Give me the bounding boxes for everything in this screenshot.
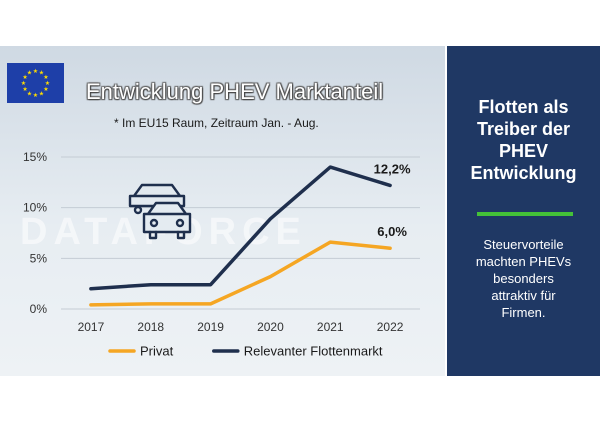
x-tick-label: 2017 <box>78 320 105 334</box>
sidebar-text-line: Steuervorteile <box>483 237 564 252</box>
sidebar-text-line: machten PHEVs <box>475 254 572 269</box>
chart-subtitle: * Im EU15 Raum, Zeitraum Jan. - Aug. <box>114 116 319 130</box>
sidebar-text: Steuervorteile machten PHEVs besonders a… <box>447 236 600 321</box>
sidebar-title-line: Entwicklung <box>470 163 577 183</box>
y-tick-label: 15% <box>23 150 47 164</box>
legend-label: Relevanter Flottenmarkt <box>244 344 383 359</box>
flag-star: ★ <box>39 70 44 77</box>
sidebar-title-line: Flotten als <box>478 97 569 117</box>
flag-star: ★ <box>22 86 27 93</box>
chart-title: Entwicklung PHEV Marktanteil <box>86 79 384 104</box>
data-label: 12,2% <box>374 161 411 176</box>
data-labels: 6,0% 12,2% <box>374 161 411 239</box>
series-lines <box>89 165 392 307</box>
x-tick-label: 2019 <box>197 320 224 334</box>
sidebar-title-line: Treiber der <box>476 119 571 139</box>
grid-lines <box>61 156 420 310</box>
x-tick-labels: 2017 2018 2019 2020 2021 2022 <box>78 320 404 334</box>
x-tick-label: 2021 <box>317 320 344 334</box>
sidebar: Flotten als Treiber der PHEV Entwicklung… <box>447 46 600 376</box>
flag-star: ★ <box>27 90 32 97</box>
sidebar-title: Flotten als Treiber der PHEV Entwicklung <box>447 96 600 184</box>
line-chart: 0% 5% 10% 15% 2017 2018 2019 2020 2021 2022 6,0%… <box>23 150 420 359</box>
x-tick-label: 2022 <box>377 320 404 334</box>
series-line <box>89 165 392 291</box>
flag-star: ★ <box>22 74 27 81</box>
y-tick-labels: 0% 5% 10% 15% <box>23 150 47 316</box>
flag-star: ★ <box>33 92 38 99</box>
sidebar-text-line: besonders <box>493 271 554 286</box>
legend-label: Privat <box>140 344 174 359</box>
flag-star: ★ <box>21 80 26 87</box>
y-tick-label: 10% <box>23 201 47 215</box>
sidebar-divider <box>477 212 573 216</box>
y-tick-label: 0% <box>30 302 48 316</box>
sidebar-title-line: PHEV <box>498 141 549 161</box>
eu-flag-icon: ★ ★ ★ ★ ★ ★ ★ ★ ★ ★ ★ ★ <box>7 63 64 103</box>
data-label: 6,0% <box>377 224 407 239</box>
flag-star: ★ <box>43 86 48 93</box>
flag-star: ★ <box>27 70 32 77</box>
cars-icon <box>128 183 192 240</box>
y-tick-label: 5% <box>30 251 48 265</box>
flag-star: ★ <box>43 74 48 81</box>
flag-star: ★ <box>33 68 38 75</box>
x-tick-label: 2018 <box>137 320 164 334</box>
series-line <box>89 240 392 307</box>
legend: Privat Relevanter Flottenmarkt <box>108 344 383 359</box>
flag-star: ★ <box>39 90 44 97</box>
chart-panel: DATAFORCE 0%5%10%15% 2017201820192020202… <box>0 46 445 376</box>
flag-star: ★ <box>45 80 50 87</box>
slide: DATAFORCE 0%5%10%15% 2017201820192020202… <box>0 46 600 376</box>
sidebar-text-line: attraktiv für <box>491 288 556 303</box>
x-tick-label: 2020 <box>257 320 284 334</box>
sidebar-text-line: Firmen. <box>501 305 546 320</box>
